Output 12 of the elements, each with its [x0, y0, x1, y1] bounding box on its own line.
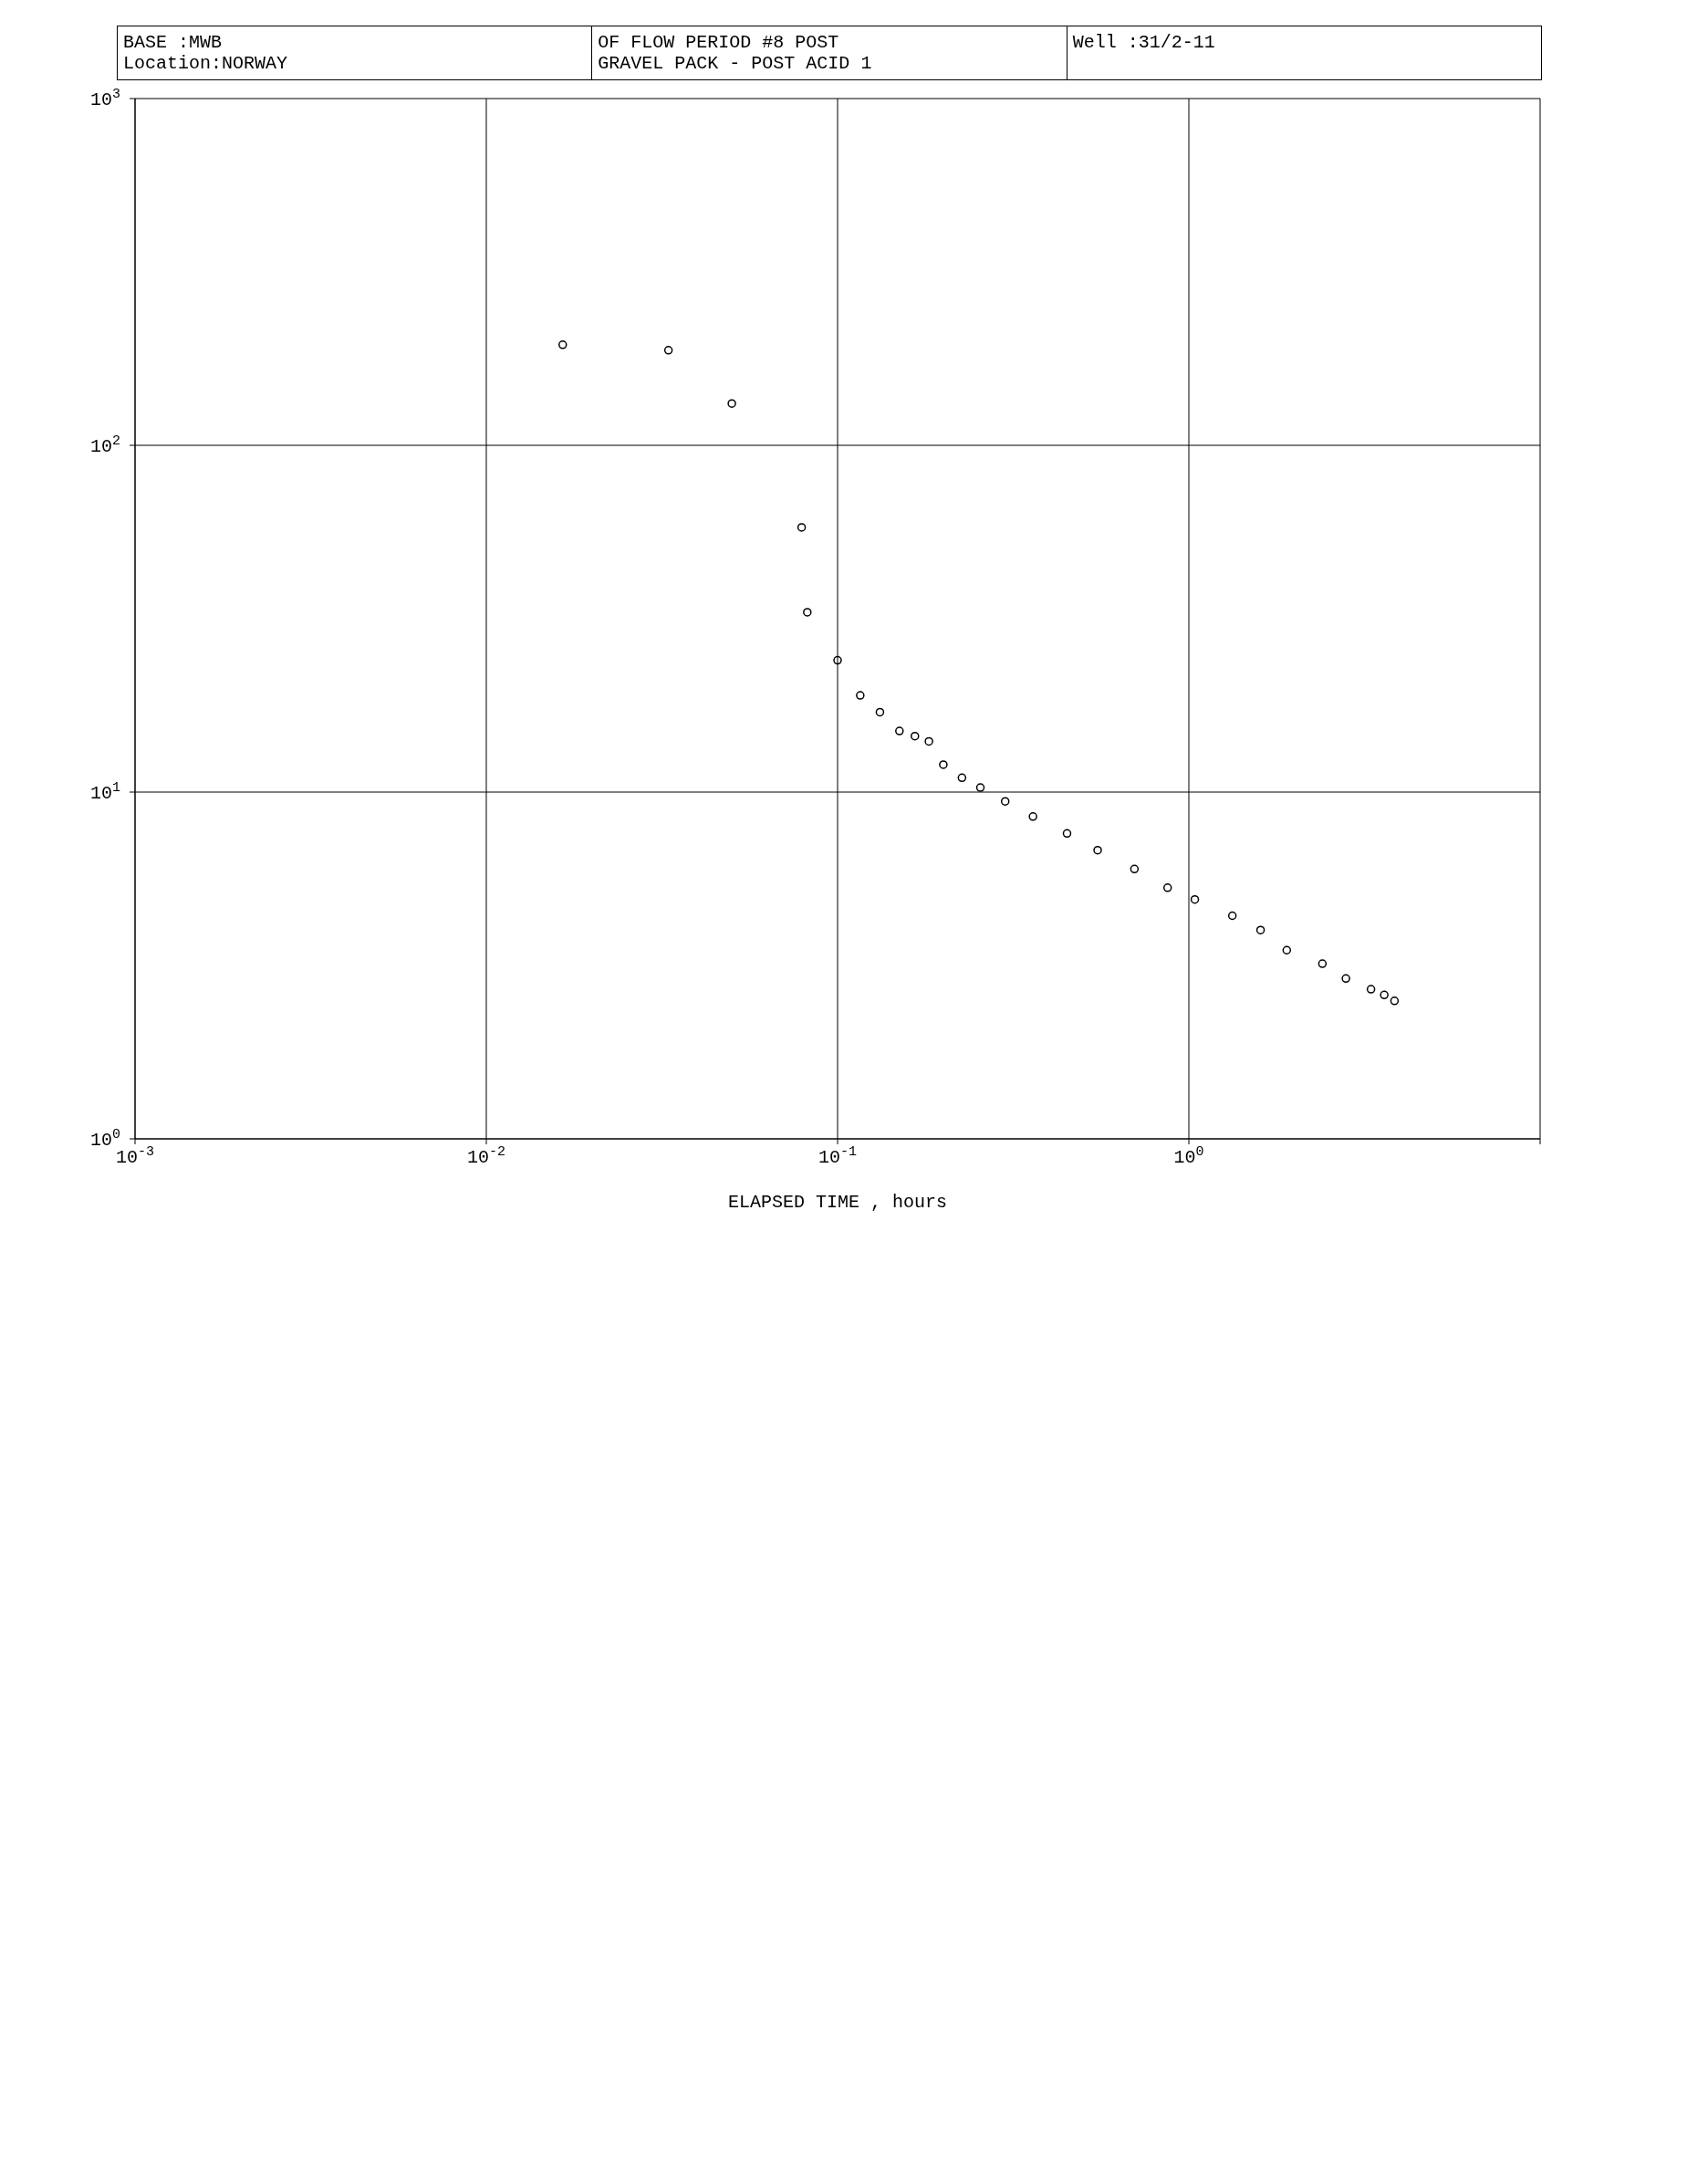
text: BASE :MWB [123, 32, 224, 53]
text: Well :31/2-11 [1072, 32, 1216, 53]
y-tick-label: 10$^{1}$ [89, 779, 120, 804]
chart-subtitle: GRAVEL PACK - POST ACID 1 [598, 53, 873, 74]
x-tick-label: 10$^{-1}$ [818, 1143, 858, 1168]
x-axis-title: ELAPSED TIME , hours [727, 1192, 948, 1213]
text: Location:NORWAY [123, 53, 289, 74]
x-tick-label: 10$^{-2}$ [466, 1143, 506, 1168]
y-tick-label: 10$^{2}$ [89, 433, 120, 457]
y-tick-label: 10$^{3}$ [89, 86, 120, 110]
x-tick-label: 10$^{0}$ [1173, 1143, 1204, 1168]
chart-title: OF FLOW PERIOD #8 POST [598, 32, 840, 53]
